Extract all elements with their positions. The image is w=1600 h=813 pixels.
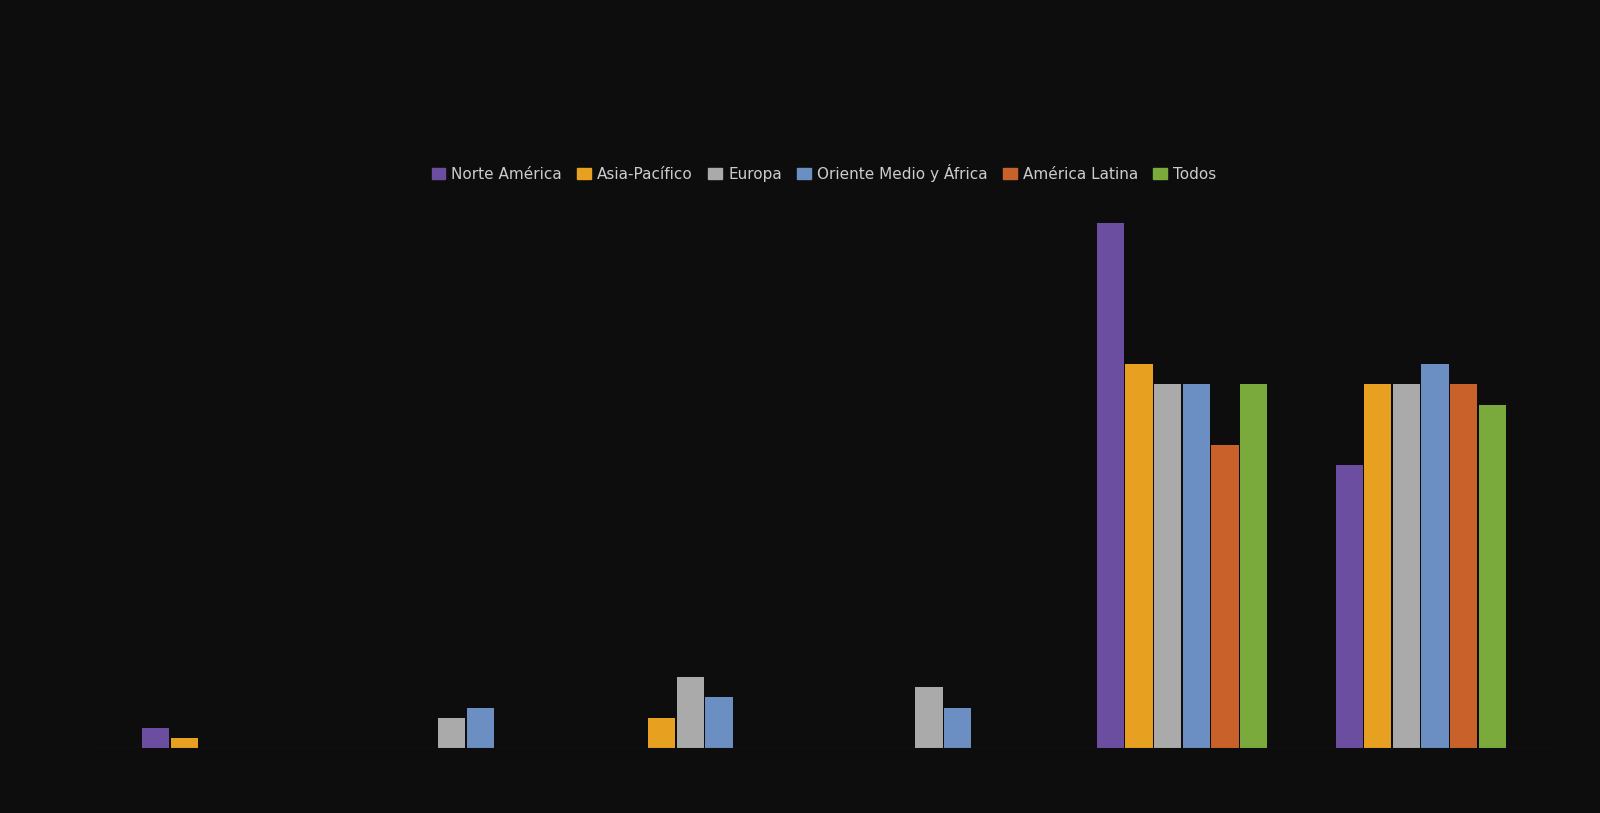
- Bar: [467, 707, 494, 748]
- Bar: [1392, 385, 1421, 748]
- Bar: [1125, 364, 1152, 748]
- Bar: [1182, 385, 1210, 748]
- Bar: [171, 738, 198, 748]
- Bar: [915, 687, 942, 748]
- Bar: [648, 718, 675, 748]
- Legend: Norte América, Asia-Pacífico, Europa, Oriente Medio y África, América Latina, To: Norte América, Asia-Pacífico, Europa, Or…: [426, 158, 1222, 188]
- Bar: [438, 718, 466, 748]
- Bar: [1240, 385, 1267, 748]
- Bar: [1450, 385, 1477, 748]
- Bar: [677, 677, 704, 748]
- Bar: [706, 698, 733, 748]
- Bar: [1478, 405, 1506, 748]
- Bar: [1365, 385, 1392, 748]
- Bar: [1211, 445, 1238, 748]
- Bar: [1098, 223, 1125, 748]
- Bar: [944, 707, 971, 748]
- Bar: [1421, 364, 1448, 748]
- Bar: [142, 728, 170, 748]
- Bar: [1154, 385, 1181, 748]
- Bar: [1336, 465, 1363, 748]
